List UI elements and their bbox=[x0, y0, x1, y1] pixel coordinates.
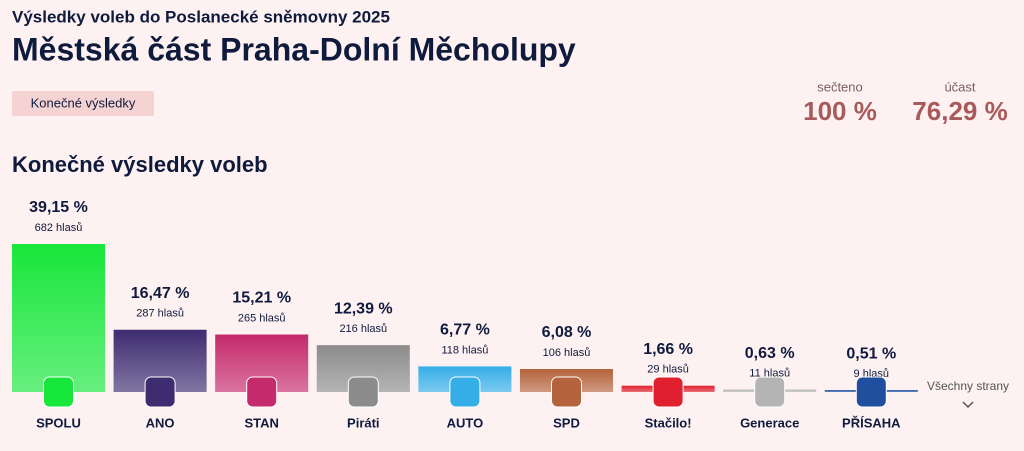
party-logo bbox=[754, 376, 786, 408]
party-logo bbox=[855, 376, 887, 408]
badge-bg bbox=[12, 91, 154, 116]
party-name: STAN bbox=[244, 415, 278, 430]
party-name: PŘÍSAHA bbox=[842, 415, 901, 430]
bar-shade bbox=[12, 244, 105, 392]
party-name: Piráti bbox=[347, 415, 380, 430]
party-name: SPD bbox=[553, 415, 580, 430]
vote-label: 682 hlasů bbox=[35, 222, 83, 234]
party-logo bbox=[144, 376, 176, 408]
vote-label: 118 hlasů bbox=[441, 344, 488, 356]
party-logo bbox=[551, 376, 582, 408]
party-logo bbox=[347, 376, 379, 408]
vote-label: 106 hlasů bbox=[543, 347, 591, 359]
vote-label: 216 hlasů bbox=[339, 323, 387, 335]
chart-title: Konečné výsledky voleb bbox=[12, 152, 268, 177]
party-logo bbox=[246, 376, 278, 408]
party-name: AUTO bbox=[447, 415, 484, 430]
party-logo bbox=[652, 376, 684, 408]
vote-label: 29 hlasů bbox=[647, 364, 689, 376]
vote-label: 287 hlasů bbox=[136, 308, 184, 320]
stat-label: sečteno bbox=[817, 79, 863, 94]
stat-label: účast bbox=[944, 79, 975, 94]
party-logo bbox=[43, 376, 74, 408]
value-label: 0,63 % bbox=[745, 345, 795, 362]
party-name: SPOLU bbox=[36, 415, 81, 430]
title: Městská část Praha-Dolní Měcholupy bbox=[12, 31, 576, 67]
value-label: 1,66 % bbox=[643, 341, 693, 358]
value-label: 16,47 % bbox=[131, 285, 190, 302]
party-name: Generace bbox=[740, 415, 799, 430]
party-name: Stačilo! bbox=[645, 415, 692, 430]
party-logo bbox=[449, 376, 481, 408]
badge: Konečné výsledky bbox=[31, 95, 136, 110]
supertitle: Výsledky voleb do Poslanecké sněmovny 20… bbox=[12, 7, 390, 26]
vote-label: 265 hlasů bbox=[238, 312, 286, 324]
value-label: 6,77 % bbox=[440, 322, 490, 339]
vote-label: 11 hlasů bbox=[749, 368, 790, 380]
more-link[interactable]: Všechny strany bbox=[927, 379, 1009, 393]
party-name: ANO bbox=[146, 415, 175, 430]
stat-value: 100 % bbox=[803, 96, 877, 126]
value-label: 6,08 % bbox=[542, 324, 592, 341]
value-label: 39,15 % bbox=[29, 199, 88, 216]
stat-value: 76,29 % bbox=[912, 96, 1007, 126]
value-label: 0,51 % bbox=[846, 345, 896, 362]
chevron[interactable] bbox=[962, 401, 974, 409]
value-label: 15,21 % bbox=[232, 290, 291, 307]
value-label: 12,39 % bbox=[334, 300, 393, 317]
